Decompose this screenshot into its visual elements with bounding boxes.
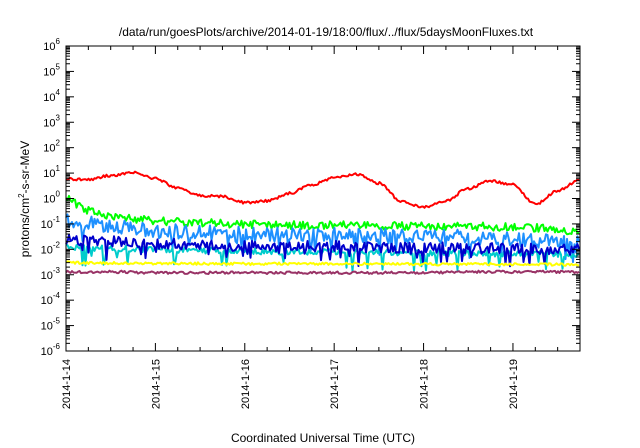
y-tick-label-exponent: 6 [56, 37, 61, 46]
x-tick-label: 2014-1-16 [240, 359, 252, 409]
series-line [65, 269, 580, 275]
y-tick-label-base: 10 [43, 168, 55, 180]
y-tick-label: 10-1 [41, 215, 61, 231]
y-tick-label-exponent: -4 [53, 291, 61, 300]
y-tick-label: 10-2 [41, 240, 61, 256]
y-tick-label-base: 10 [43, 194, 55, 206]
x-tick-label: 2014-1-15 [150, 359, 162, 409]
x-tick-label: 2014-1-19 [508, 359, 520, 409]
series-layer [65, 170, 580, 275]
y-tick-label-base: 10 [43, 66, 55, 78]
y-tick-label-base: 10 [41, 295, 53, 307]
chart-title: /data/run/goesPlots/archive/2014-01-19/1… [119, 25, 534, 39]
y-tick-label: 10-4 [41, 291, 61, 307]
y-tick-label-base: 10 [41, 346, 53, 358]
y-axis-label: protons/cm2-s-sr-MeV [17, 141, 32, 257]
y-tick-label: 102 [43, 139, 60, 155]
y-axis-label-units: -s-sr-MeV [18, 141, 32, 194]
x-axis: 2014-1-14 2014-1-15 2014-1-16 2014-1-17 2014… [61, 46, 559, 409]
x-tick-label: 2014-1-17 [329, 359, 341, 409]
y-tick-label-base: 10 [41, 244, 53, 256]
plot-frame [65, 45, 581, 352]
y-tick-label: 106 [43, 37, 60, 53]
y-tick-label-base: 10 [41, 219, 53, 231]
y-tick-label-exponent: -1 [53, 215, 61, 224]
y-tick-label-exponent: 4 [56, 88, 61, 97]
y-tick-label-base: 10 [43, 143, 55, 155]
x-tick-label: 2014-1-18 [419, 359, 431, 409]
y-tick-label-exponent: 1 [56, 164, 61, 173]
y-tick-label-base: 10 [41, 270, 53, 282]
series-line [65, 234, 580, 268]
y-tick-label: 105 [43, 62, 60, 78]
y-tick-label-base: 10 [43, 41, 55, 53]
y-tick-label-exponent: -6 [53, 342, 61, 351]
y-tick-label: 100 [43, 190, 60, 206]
series-line [65, 194, 580, 236]
y-axis-label-exponent: 2 [17, 193, 26, 198]
series-line [65, 213, 580, 264]
y-tick-label-exponent: -2 [53, 240, 61, 249]
y-tick-label-exponent: -3 [53, 266, 61, 275]
x-axis-label: Coordinated Universal Time (UTC) [231, 431, 415, 445]
series-line [65, 260, 580, 267]
y-axis-label-main: protons/cm [18, 198, 32, 257]
y-tick-label-base: 10 [43, 92, 55, 104]
y-tick-label-base: 10 [41, 321, 53, 333]
y-tick-label-exponent: 2 [56, 139, 61, 148]
series-line [66, 170, 580, 209]
y-tick-label: 104 [43, 88, 60, 104]
y-axis: 10-610-510-410-310-210-11001011021031041… [41, 37, 580, 358]
y-tick-label: 101 [43, 164, 60, 180]
y-tick-label-exponent: 5 [56, 62, 61, 71]
y-tick-label-exponent: 3 [56, 113, 61, 122]
x-tick-label: 2014-1-14 [61, 359, 73, 409]
y-tick-label-exponent: 0 [56, 190, 61, 199]
y-tick-label: 10-5 [41, 317, 61, 333]
y-tick-label-base: 10 [43, 117, 55, 129]
y-tick-label: 103 [43, 113, 60, 129]
y-tick-label: 10-6 [41, 342, 61, 358]
y-tick-label-exponent: -5 [53, 317, 61, 326]
y-tick-label: 10-3 [41, 266, 61, 282]
